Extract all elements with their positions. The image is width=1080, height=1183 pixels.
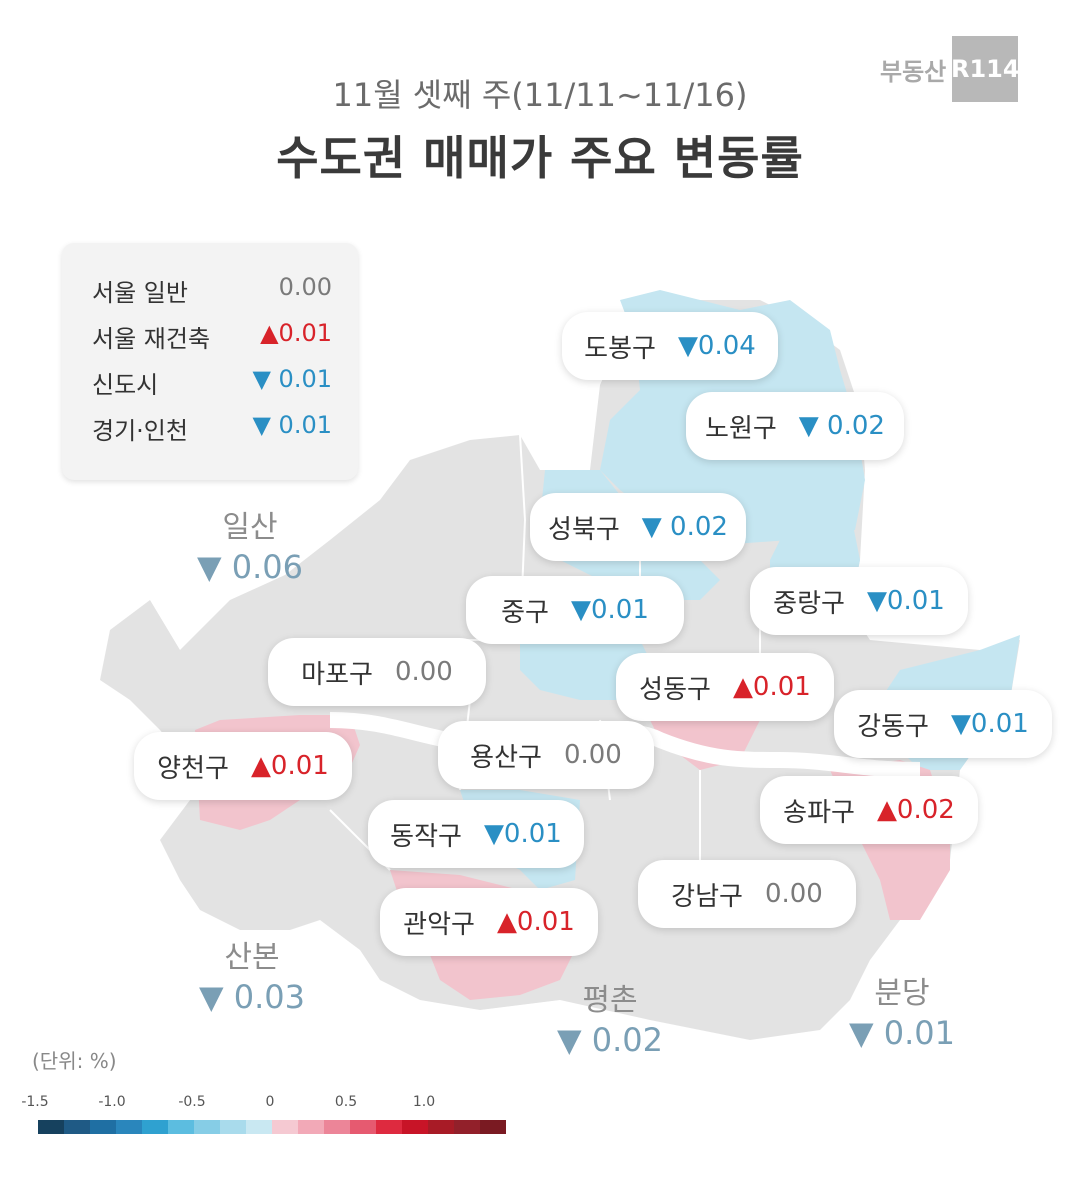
- district-value: ▼0.01: [483, 819, 562, 849]
- scale-swatch: [272, 1120, 298, 1134]
- legend-value: ▼ 0.01: [252, 365, 332, 393]
- newtown-name: 산본: [224, 940, 280, 975]
- district-name: 송파구: [783, 797, 855, 828]
- legend-row-newtown: 신도시 ▼ 0.01: [92, 365, 332, 405]
- scale-tick: 1.0: [412, 1094, 436, 1110]
- scale-swatch: [116, 1120, 142, 1134]
- legend-label: 경기·인천: [92, 417, 188, 445]
- district-name: 성동구: [639, 674, 711, 705]
- logo-box: R114: [951, 36, 1020, 102]
- district-value: 0.00: [394, 657, 453, 687]
- newtown-sanbon: 산본 ▼ 0.03: [182, 932, 322, 1016]
- scale-swatch: [480, 1120, 506, 1134]
- logo: 부동산 R114: [880, 36, 1020, 102]
- district-value: 0.00: [563, 740, 622, 770]
- district-name: 중구: [501, 597, 549, 628]
- district-value: ▼0.04: [677, 331, 756, 361]
- district-value: ▼ 0.02: [641, 512, 728, 542]
- legend-label: 서울 재건축: [92, 325, 211, 353]
- district-name: 성북구: [548, 514, 620, 545]
- scale-swatch: [376, 1120, 402, 1134]
- scale-swatch: [350, 1120, 376, 1134]
- newtown-value: ▼ 0.06: [196, 548, 304, 586]
- label-seongdong: 성동구 ▲0.01: [616, 653, 834, 721]
- legend-row-seoul-rebuild: 서울 재건축 ▲0.01: [92, 319, 332, 359]
- district-name: 강동구: [857, 711, 929, 742]
- legend-label: 신도시: [92, 371, 159, 399]
- scale-swatch: [194, 1120, 220, 1134]
- legend-value: 0.00: [278, 273, 332, 301]
- scale-swatch: [90, 1120, 116, 1134]
- scale-tick: -1.5: [21, 1094, 49, 1110]
- legend-row-seoul-general: 서울 일반 0.00: [92, 273, 332, 313]
- district-value: ▼0.01: [570, 595, 649, 625]
- newtown-bundang: 분당 ▼ 0.01: [832, 968, 972, 1052]
- label-dobong: 도봉구 ▼0.04: [562, 312, 778, 380]
- label-junggu: 중구 ▼0.01: [466, 576, 684, 644]
- subtitle: 11월 셋째 주(11/11~11/16): [332, 76, 748, 114]
- label-nowon: 노원구 ▼ 0.02: [686, 392, 904, 460]
- label-mapo: 마포구 0.00: [268, 638, 486, 706]
- logo-text: 부동산: [880, 57, 947, 86]
- label-gwanak: 관악구 ▲0.01: [380, 888, 598, 956]
- scale-swatch: [38, 1120, 64, 1134]
- district-name: 강남구: [671, 881, 743, 912]
- label-yangcheon: 양천구 ▲0.01: [134, 732, 352, 800]
- scale-swatch: [324, 1120, 350, 1134]
- district-name: 용산구: [470, 742, 542, 773]
- district-value: ▲0.01: [732, 672, 811, 702]
- scale-swatch: [298, 1120, 324, 1134]
- scale-tick: -1.0: [98, 1094, 126, 1110]
- newtown-value: ▼ 0.02: [556, 1021, 664, 1059]
- district-name: 마포구: [301, 659, 373, 690]
- district-name: 관악구: [403, 909, 475, 940]
- district-value: ▲0.02: [876, 795, 955, 825]
- newtown-name: 일산: [222, 510, 278, 545]
- label-seongbuk: 성북구 ▼ 0.02: [530, 493, 746, 561]
- scale-ticks: -1.5 -1.0 -0.5 0 0.5 1.0: [0, 1094, 600, 1114]
- district-name: 도봉구: [584, 333, 656, 364]
- newtown-ilsan: 일산 ▼ 0.06: [180, 502, 320, 586]
- district-name: 노원구: [705, 413, 777, 444]
- legend-value: ▼ 0.01: [252, 411, 332, 439]
- scale-tick: 0.5: [334, 1094, 358, 1110]
- scale-swatch: [142, 1120, 168, 1134]
- label-jungnang: 중랑구 ▼0.01: [750, 567, 968, 635]
- district-name: 중랑구: [773, 588, 845, 619]
- district-value: ▼ 0.02: [798, 411, 885, 441]
- district-name: 양천구: [157, 753, 229, 784]
- scale-tick: 0: [265, 1094, 275, 1110]
- scale-tick: -0.5: [178, 1094, 206, 1110]
- summary-legend: 서울 일반 0.00 서울 재건축 ▲0.01 신도시 ▼ 0.01 경기·인천…: [62, 243, 358, 480]
- newtown-name: 분당: [874, 976, 930, 1011]
- label-gangdong: 강동구 ▼0.01: [834, 690, 1052, 758]
- newtown-value: ▼ 0.01: [848, 1014, 956, 1052]
- unit-label: (단위: %): [32, 1049, 117, 1073]
- scale-swatch: [64, 1120, 90, 1134]
- scale-swatch: [246, 1120, 272, 1134]
- page-title: 수도권 매매가 주요 변동률: [276, 131, 804, 185]
- district-name: 동작구: [390, 821, 462, 852]
- label-dongjak: 동작구 ▼0.01: [368, 800, 584, 868]
- district-value: ▼0.01: [866, 586, 945, 616]
- district-value: ▲0.01: [250, 751, 329, 781]
- label-gangnam: 강남구 0.00: [638, 860, 856, 928]
- scale-swatch: [168, 1120, 194, 1134]
- district-value: ▲0.01: [496, 907, 575, 937]
- district-value: ▼0.01: [950, 709, 1029, 739]
- scale-swatch: [428, 1120, 454, 1134]
- newtown-pyeongchon: 평촌 ▼ 0.02: [540, 975, 680, 1059]
- scale-swatch: [220, 1120, 246, 1134]
- legend-row-gyeonggi-incheon: 경기·인천 ▼ 0.01: [92, 411, 332, 451]
- label-yongsan: 용산구 0.00: [438, 721, 654, 789]
- color-scale-bar: [38, 1120, 506, 1134]
- district-value: 0.00: [764, 879, 823, 909]
- legend-value: ▲0.01: [260, 319, 332, 347]
- scale-swatch: [454, 1120, 480, 1134]
- legend-label: 서울 일반: [92, 279, 188, 307]
- label-songpa: 송파구 ▲0.02: [760, 776, 978, 844]
- newtown-name: 평촌: [582, 983, 638, 1018]
- scale-swatch: [402, 1120, 428, 1134]
- newtown-value: ▼ 0.03: [198, 978, 306, 1016]
